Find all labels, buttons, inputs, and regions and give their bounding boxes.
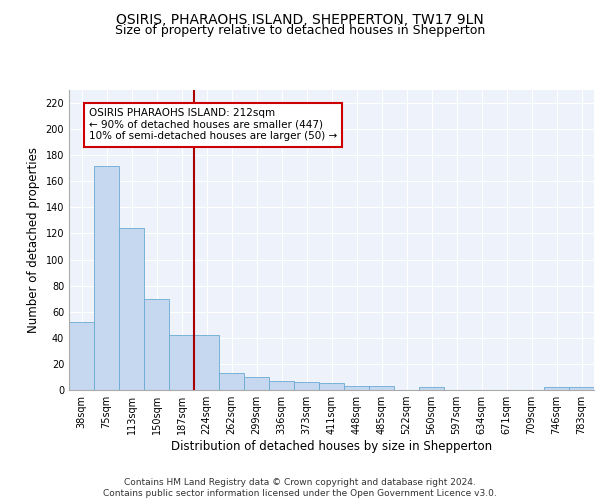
Bar [69,322,94,390]
Bar [119,228,144,390]
Bar [194,335,219,390]
Bar [419,388,444,390]
Bar [344,386,369,390]
Bar [144,298,169,390]
Bar [319,384,344,390]
Y-axis label: Number of detached properties: Number of detached properties [27,147,40,333]
X-axis label: Distribution of detached houses by size in Shepperton: Distribution of detached houses by size … [171,440,492,453]
Text: OSIRIS PHARAOHS ISLAND: 212sqm
← 90% of detached houses are smaller (447)
10% of: OSIRIS PHARAOHS ISLAND: 212sqm ← 90% of … [89,108,337,142]
Bar [169,335,194,390]
Bar [244,377,269,390]
Bar [94,166,119,390]
Text: OSIRIS, PHARAOHS ISLAND, SHEPPERTON, TW17 9LN: OSIRIS, PHARAOHS ISLAND, SHEPPERTON, TW1… [116,12,484,26]
Bar [569,388,594,390]
Text: Size of property relative to detached houses in Shepperton: Size of property relative to detached ho… [115,24,485,37]
Bar [369,386,394,390]
Bar [294,382,319,390]
Text: Contains HM Land Registry data © Crown copyright and database right 2024.
Contai: Contains HM Land Registry data © Crown c… [103,478,497,498]
Bar [219,373,244,390]
Bar [269,381,294,390]
Bar [544,388,569,390]
